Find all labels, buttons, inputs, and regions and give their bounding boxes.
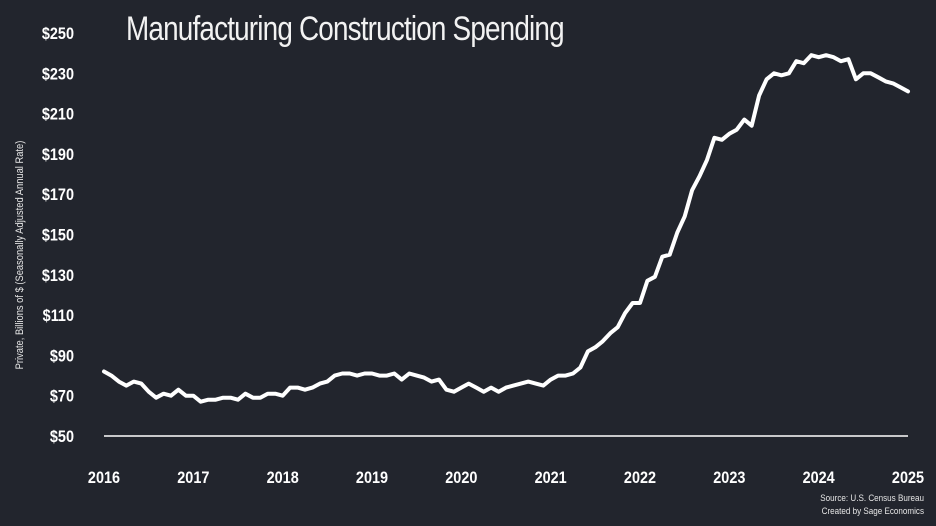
x-tick-label: 2020 — [445, 469, 477, 487]
y-tick-label: $50 — [50, 428, 74, 446]
y-tick-label: $70 — [50, 388, 74, 406]
credit-line: Created by Sage Economics — [821, 506, 924, 517]
y-tick-label: $210 — [42, 106, 74, 124]
y-tick-label: $170 — [42, 186, 74, 204]
y-tick-label: $230 — [42, 65, 74, 83]
x-tick-label: 2024 — [803, 469, 835, 487]
x-tick-label: 2019 — [356, 469, 388, 487]
chart-title: Manufacturing Construction Spending — [126, 10, 565, 48]
y-tick-label: $110 — [43, 307, 75, 325]
x-tick-label: 2021 — [535, 469, 567, 487]
x-tick-label: 2016 — [88, 469, 120, 487]
x-tick-label: 2025 — [892, 469, 924, 487]
y-axis-label: Private, Billions of $ (Seasonally Adjus… — [14, 140, 26, 370]
x-tick-label: 2018 — [267, 469, 299, 487]
y-tick-label: $130 — [42, 267, 74, 285]
y-tick-label: $250 — [42, 25, 74, 43]
x-tick-label: 2022 — [624, 469, 656, 487]
y-tick-label: $90 — [50, 347, 74, 365]
x-tick-label: 2017 — [177, 469, 209, 487]
source-line: Source: U.S. Census Bureau — [820, 493, 924, 504]
x-tick-label: 2023 — [713, 469, 745, 487]
y-tick-label: $150 — [42, 226, 74, 244]
source-note: Source: U.S. Census Bureau Created by Sa… — [820, 492, 924, 518]
series-line — [102, 53, 910, 404]
y-tick-label: $190 — [42, 146, 74, 164]
